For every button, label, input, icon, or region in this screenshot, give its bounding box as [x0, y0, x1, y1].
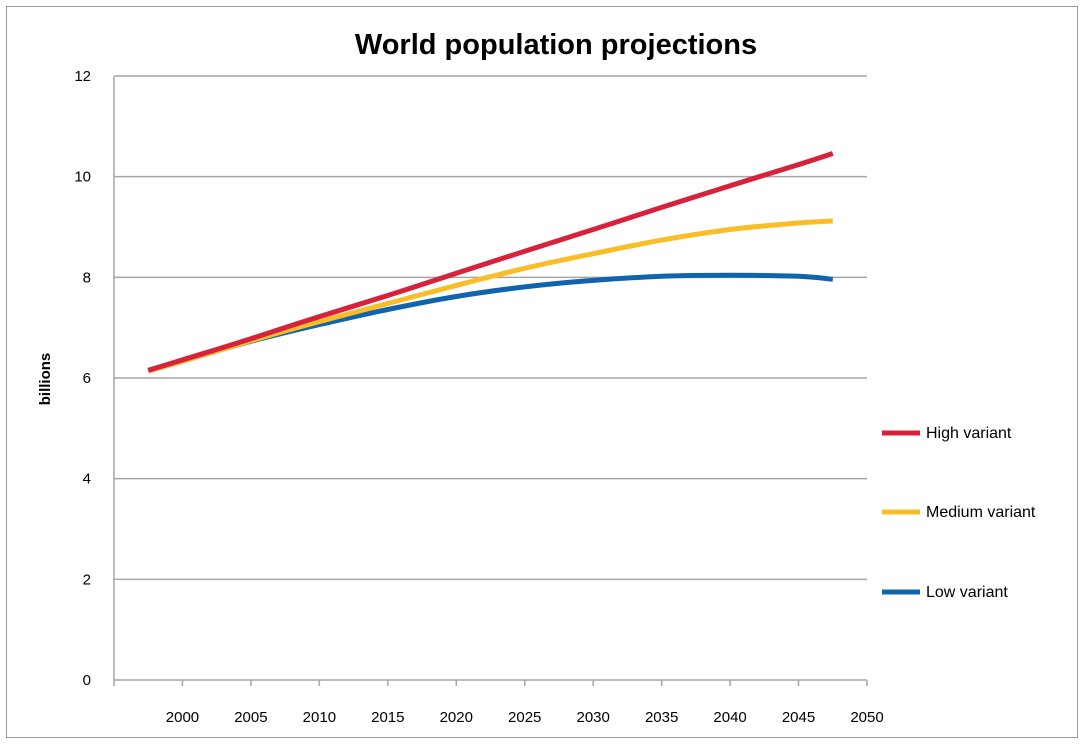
legend: High variant Medium variant Low variant	[882, 425, 1036, 601]
x-tick-label-2005: 2005	[234, 709, 267, 726]
x-tick-label-2030: 2030	[576, 709, 609, 726]
series-line-medium-variant	[147, 218, 833, 374]
gridlines	[114, 75, 867, 581]
y-tick-label-4: 4	[83, 471, 91, 488]
legend-item-medium-variant: Medium variant	[882, 504, 1036, 521]
x-tick-label-2020: 2020	[440, 709, 473, 726]
series-line-high-variant	[147, 151, 834, 373]
y-tick-label-10: 10	[74, 169, 91, 186]
line-chart: World population projections billions 0 2…	[37, 29, 1036, 726]
x-tick-label-2000: 2000	[166, 709, 199, 726]
legend-label-high-variant: High variant	[926, 425, 1012, 442]
x-tick-label-2025: 2025	[508, 709, 541, 726]
x-tick-label-2045: 2045	[782, 709, 815, 726]
y-tick-label-12: 12	[74, 68, 91, 85]
y-tick-label-2: 2	[83, 571, 91, 588]
x-tick-label-2035: 2035	[645, 709, 678, 726]
y-tick-label-0: 0	[83, 672, 91, 689]
x-tick-label-2015: 2015	[371, 709, 404, 726]
legend-item-low-variant: Low variant	[882, 584, 1008, 601]
y-tick-label-6: 6	[83, 370, 91, 387]
series-line-low-variant	[147, 272, 834, 373]
tick-labels: 0 2 4 6 8 10 12 2000 2005 2010 2015 2020 2025 2030 203…	[74, 68, 883, 726]
legend-label-medium-variant: Medium variant	[926, 504, 1036, 521]
legend-item-high-variant: High variant	[882, 425, 1012, 442]
x-tick-label-2040: 2040	[713, 709, 746, 726]
series-lines	[147, 151, 834, 374]
x-tick-label-2010: 2010	[303, 709, 336, 726]
chart-title: World population projections	[355, 29, 757, 61]
x-tick-label-2050: 2050	[850, 709, 883, 726]
chart-frame: World population projections billions 0 2…	[6, 6, 1078, 738]
legend-label-low-variant: Low variant	[926, 584, 1008, 601]
y-axis-label: billions	[37, 353, 54, 406]
y-tick-label-8: 8	[83, 269, 91, 286]
axes	[113, 76, 868, 686]
